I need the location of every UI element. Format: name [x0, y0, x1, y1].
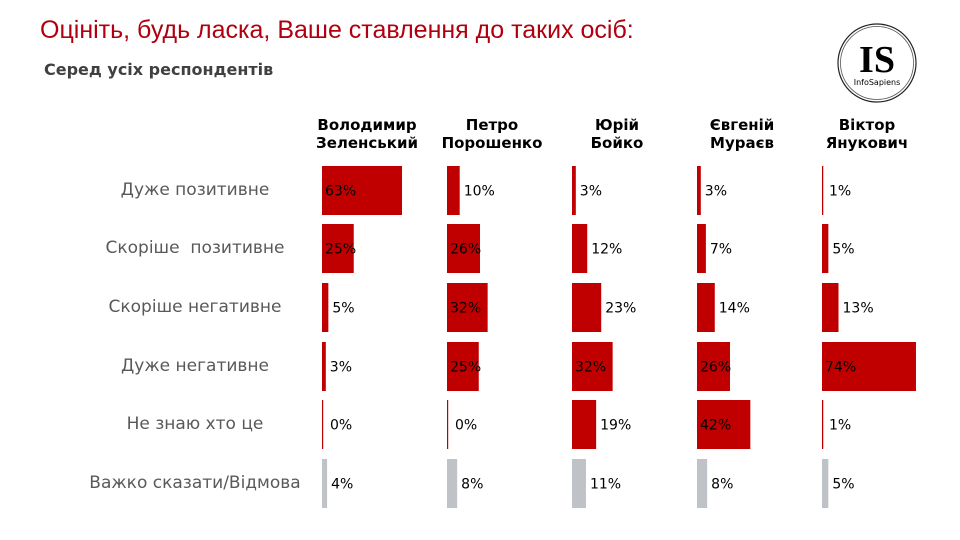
bar [447, 224, 481, 273]
data-label: 26% [700, 360, 731, 376]
data-label: 26% [450, 242, 481, 258]
series-header: Юрій Бойко [590, 116, 644, 152]
bar [572, 224, 588, 273]
data-label: 10% [464, 184, 495, 200]
category-label: Дуже негативне [121, 355, 269, 376]
data-label: 32% [575, 360, 606, 376]
page-subtitle: Серед усіх респондентів [44, 60, 274, 79]
bar [322, 459, 328, 508]
bar [322, 224, 354, 273]
data-label: 4% [331, 477, 353, 493]
category-label: Дуже позитивне [120, 179, 270, 200]
category-label: Важко сказати/Відмова [89, 472, 301, 493]
bar [572, 283, 602, 332]
data-label: 25% [450, 360, 481, 376]
data-label: 1% [829, 184, 851, 200]
bar [697, 342, 731, 391]
data-label: 13% [843, 301, 874, 317]
bar [322, 400, 324, 449]
bar [572, 459, 586, 508]
bar [822, 283, 839, 332]
bar [822, 166, 824, 215]
category-label: Скоріше позитивне [105, 237, 285, 258]
data-label: 12% [591, 242, 622, 258]
category-label: Скоріше негативне [108, 296, 282, 317]
bar [447, 283, 488, 332]
bar [447, 400, 449, 449]
svg-text:InfoSapiens: InfoSapiens [854, 78, 901, 87]
data-label: 32% [450, 301, 481, 317]
bar [697, 459, 708, 508]
series-header: Євгеній Мураєв [709, 116, 775, 152]
data-label: 74% [825, 360, 856, 376]
series-header: Віктор Янукович [825, 116, 909, 152]
bar [447, 342, 479, 391]
bar [822, 400, 824, 449]
data-label: 19% [600, 418, 631, 434]
category-label: Не знаю хто це [126, 413, 264, 434]
bar [822, 342, 916, 391]
data-label: 5% [332, 301, 354, 317]
data-label: 5% [832, 242, 854, 258]
series-header: Володимир Зеленський [316, 116, 418, 152]
bar [322, 166, 403, 215]
data-label: 5% [832, 477, 854, 493]
bar [572, 400, 597, 449]
data-label: 23% [605, 301, 636, 317]
bar [447, 459, 458, 508]
data-label: 42% [700, 418, 731, 434]
data-label: 11% [590, 477, 621, 493]
data-label: 7% [710, 242, 732, 258]
bar [822, 224, 829, 273]
data-label: 0% [330, 418, 352, 434]
data-label: 3% [330, 360, 352, 376]
bar [572, 166, 576, 215]
data-label: 1% [829, 418, 851, 434]
series-header: Петро Порошенко [441, 116, 543, 152]
bar [822, 459, 829, 508]
bar [697, 224, 706, 273]
data-label: 3% [580, 184, 602, 200]
bar [697, 166, 701, 215]
data-label: 0% [455, 418, 477, 434]
data-label: 25% [325, 242, 356, 258]
svg-text:IS: IS [859, 39, 895, 81]
data-label: 63% [325, 184, 356, 200]
bar [697, 283, 715, 332]
page-title: Оцініть, будь ласка, Ваше ставлення до т… [40, 16, 634, 44]
bar [447, 166, 460, 215]
data-label: 8% [711, 477, 733, 493]
data-label: 3% [705, 184, 727, 200]
data-label: 8% [461, 477, 483, 493]
bar [322, 283, 329, 332]
bar [322, 342, 326, 391]
data-label: 14% [719, 301, 750, 317]
bar [572, 342, 613, 391]
bar [697, 400, 751, 449]
infosapiens-logo: IS InfoSapiens [837, 23, 917, 103]
